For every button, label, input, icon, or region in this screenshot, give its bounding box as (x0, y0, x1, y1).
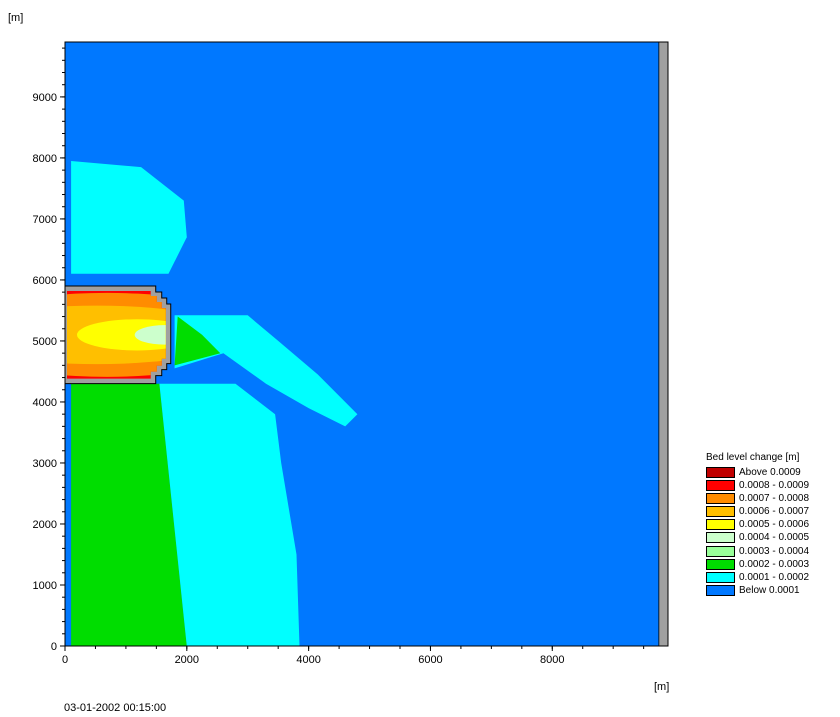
legend-label: 0.0008 - 0.0009 (739, 479, 810, 491)
legend-swatch (706, 572, 735, 583)
legend-label: 0.0002 - 0.0003 (739, 558, 810, 570)
legend-label: 0.0006 - 0.0007 (739, 506, 810, 518)
legend-entry: 0.0007 - 0.0008 (706, 492, 809, 504)
x-tick-label: 0 (62, 654, 68, 666)
legend-swatch (706, 545, 735, 557)
legend-swatch (706, 479, 735, 491)
basin-band-light-green (134, 325, 166, 345)
x-tick-label: 6000 (418, 654, 442, 666)
legend-entry: 0.0006 - 0.0007 (706, 506, 809, 518)
y-tick-label: 5000 (33, 336, 57, 348)
y-tick-label: 1000 (33, 580, 57, 592)
legend-label: 0.0003 - 0.0004 (739, 545, 810, 557)
y-tick-label: 6000 (33, 275, 57, 287)
region-green-south (71, 383, 187, 646)
legend-swatch (706, 492, 735, 504)
legend-entry: 0.0005 - 0.0006 (706, 519, 809, 531)
legend-label: 0.0007 - 0.0008 (739, 492, 810, 504)
y-tick-label: 3000 (33, 458, 57, 470)
legend-label: 0.0001 - 0.0002 (739, 572, 810, 583)
region-cyan-south (159, 383, 300, 646)
y-tick-label: 7000 (33, 214, 57, 226)
legend-entry: 0.0004 - 0.0005 (706, 532, 809, 544)
basin (65, 285, 172, 385)
legend-entry: 0.0002 - 0.0003 (706, 558, 809, 570)
basin-bands (67, 291, 166, 379)
legend-label: 0.0005 - 0.0006 (739, 519, 810, 531)
legend-entries: Above 0.0009 0.0008 - 0.0009 0.0007 - 0.00… (706, 466, 809, 597)
region-cyan-plume-north (71, 161, 187, 274)
legend-entry: 0.0001 - 0.0002 (706, 572, 809, 584)
legend-label: 0.0004 - 0.0005 (739, 532, 810, 544)
legend-swatch (706, 506, 735, 518)
legend-swatch (706, 519, 735, 531)
x-tick-label: 8000 (540, 654, 564, 666)
y-tick-label: 0 (51, 641, 57, 653)
y-tick-label: 2000 (33, 519, 57, 531)
land-strip (658, 42, 668, 646)
x-axis-unit-label: [m] (654, 681, 670, 693)
region-cyan-plume-east (174, 315, 358, 427)
legend-entry: 0.0003 - 0.0004 (706, 545, 809, 557)
legend-swatch (706, 466, 735, 478)
legend-swatch (706, 532, 735, 544)
x-tick-label: 2000 (175, 654, 199, 666)
plot-area (65, 42, 668, 646)
legend-swatch (706, 585, 735, 597)
axes: 0 2000 4000 6000 8000 0 1000 2000 3000 4000 5000 60… (33, 47, 645, 666)
legend-title: Bed level change [m] (706, 452, 800, 463)
y-tick-label: 9000 (33, 92, 57, 104)
legend-swatch (706, 558, 735, 570)
region-green-band-east (174, 316, 221, 366)
legend-label: Above 0.0009 (739, 466, 801, 478)
legend-label: Below 0.0001 (739, 585, 800, 597)
y-axis-unit-label: [m] (8, 12, 24, 24)
timestamp: 03-01-2002 00:15:00 (64, 702, 167, 714)
legend-entry: Below 0.0001 (706, 585, 809, 597)
y-tick-label: 4000 (33, 397, 57, 409)
y-tick-label: 8000 (33, 153, 57, 165)
legend: Bed level change [m] Above 0.0009 0.0008 … (706, 452, 809, 598)
plot-frame (64, 41, 669, 647)
x-tick-label: 4000 (296, 654, 320, 666)
legend-entry: 0.0008 - 0.0009 (706, 479, 809, 491)
legend-entry: Above 0.0009 (706, 466, 809, 478)
